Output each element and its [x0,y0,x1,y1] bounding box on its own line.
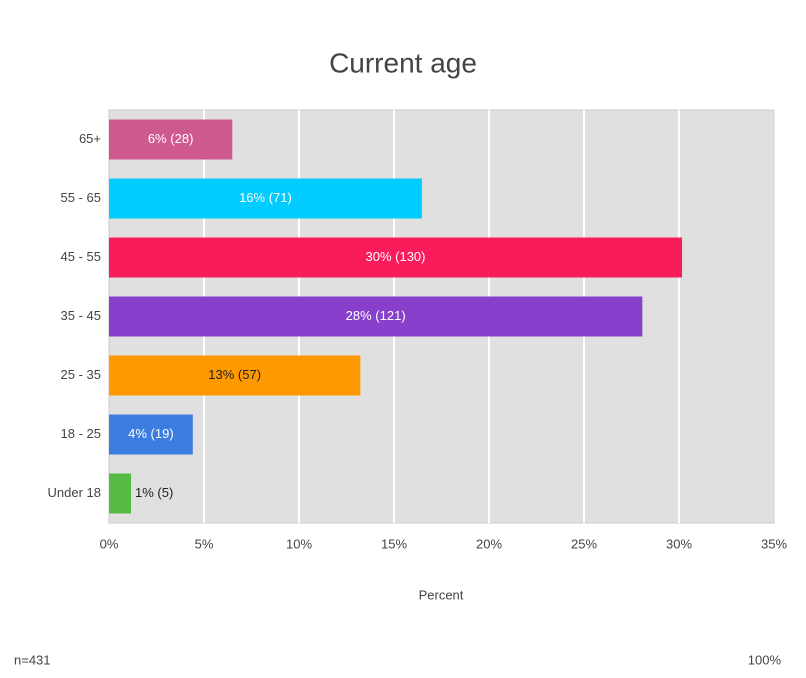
data-label: 13% (57) [208,367,261,382]
y-tick-label: 25 - 35 [61,367,101,382]
y-tick-label: 65+ [79,131,101,146]
y-tick-label: 45 - 55 [61,249,101,264]
data-label: 30% (130) [366,249,426,264]
bar [109,119,233,160]
data-label: 28% (121) [346,308,406,323]
x-tick-label: 10% [286,536,312,551]
x-tick-label: 15% [381,536,407,551]
x-tick-label: 20% [476,536,502,551]
footnote: 100% [748,652,782,667]
data-label: 1% (5) [135,485,173,500]
bar [109,414,193,455]
x-tick-label: 30% [666,536,692,551]
y-tick-label: 18 - 25 [61,426,101,441]
y-tick-label: 55 - 65 [61,190,101,205]
y-tick-label: 35 - 45 [61,308,101,323]
x-tick-label: 35% [761,536,787,551]
chart-title: Current age [329,47,477,78]
x-tick-label: 0% [100,536,119,551]
x-tick-label: 25% [571,536,597,551]
footnote: n=431 [14,652,51,667]
x-axis-label: Percent [419,587,464,602]
bar [109,473,132,514]
bar [109,355,361,396]
y-tick-label: Under 18 [48,485,101,500]
data-label: 6% (28) [148,131,194,146]
x-tick-label: 5% [195,536,214,551]
bar [109,296,643,337]
bar [109,178,422,219]
data-label: 16% (71) [239,190,292,205]
bar [109,237,683,278]
data-label: 4% (19) [128,426,174,441]
